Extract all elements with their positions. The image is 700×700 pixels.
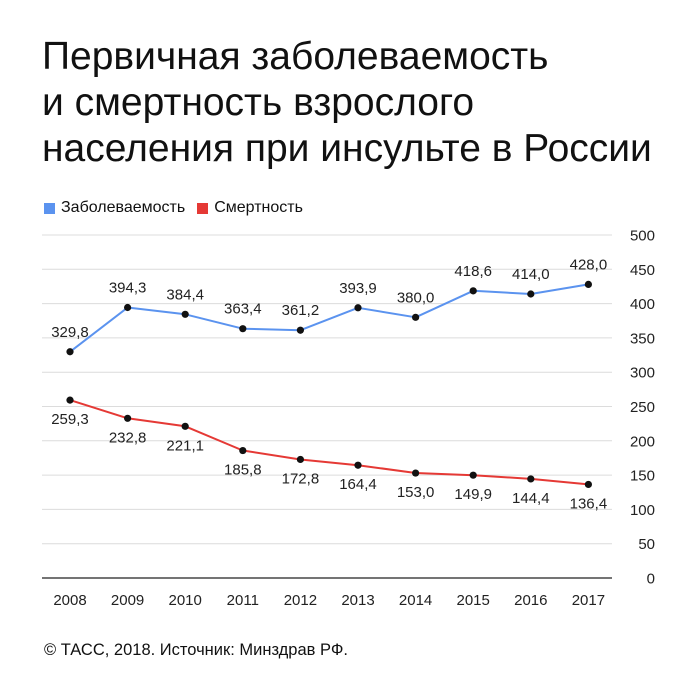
data-label: 428,0: [570, 256, 608, 273]
x-tick-label: 2015: [457, 592, 490, 609]
x-tick-label: 2011: [227, 592, 259, 609]
data-label: 394,3: [109, 280, 147, 297]
x-tick-label: 2017: [572, 592, 605, 609]
y-tick-label: 250: [630, 399, 655, 416]
data-point: [296, 455, 304, 464]
chart-title-line: Первичная заболеваемость: [42, 35, 549, 78]
data-label: 393,9: [339, 280, 377, 297]
series-lines: [69, 283, 590, 486]
data-label: 185,8: [224, 462, 262, 479]
data-label: 384,4: [166, 286, 204, 303]
data-point: [181, 422, 189, 430]
chart-legend: Заболеваемость Смертность: [44, 199, 315, 217]
y-tick-label: 450: [630, 262, 655, 279]
data-label: 414,0: [512, 266, 550, 283]
data-label: 361,2: [282, 302, 320, 319]
data-point: [527, 290, 535, 298]
legend-item-incidence: Заболеваемость: [44, 199, 185, 217]
chart-grid: [42, 234, 612, 579]
data-point: [66, 396, 74, 404]
data-label: 232,8: [109, 429, 147, 446]
x-tick-label: 2014: [399, 592, 432, 609]
data-point: [296, 326, 304, 334]
y-axis: 0 50 100 150 200 250 300 350 400 450 500: [630, 228, 655, 588]
y-tick-label: 100: [630, 502, 655, 519]
series-points: [66, 280, 593, 489]
legend-swatch-incidence: [44, 202, 55, 214]
x-tick-label: 2010: [169, 592, 202, 609]
mortality-line: [69, 399, 590, 486]
legend-label-incidence: Заболеваемость: [61, 199, 186, 216]
data-label: 149,9: [454, 486, 492, 503]
x-tick-label: 2008: [53, 592, 86, 609]
data-point: [239, 325, 247, 333]
data-labels: 329,8 394,3 384,4 363,4 361,2 393,9 380,0 418,6…: [51, 256, 607, 512]
x-axis: 2008 2009 2010 2011 2012 2013 2014 2015 2016 2017: [53, 592, 605, 609]
data-point: [66, 348, 74, 356]
y-tick-label: 50: [638, 536, 655, 553]
x-tick-label: 2013: [341, 592, 374, 609]
chart-title: Первичная заболеваемость и смертность вз…: [42, 34, 682, 172]
data-label: 153,0: [397, 484, 435, 501]
legend-swatch-mortality: [197, 202, 209, 214]
data-label: 144,4: [512, 490, 550, 507]
chart-title-line: населения при инсульте в России: [42, 127, 652, 170]
y-tick-label: 150: [630, 468, 655, 485]
data-label: 172,8: [282, 470, 320, 487]
data-point: [124, 303, 132, 312]
data-point: [354, 304, 362, 312]
data-point: [584, 480, 593, 489]
x-tick-label: 2012: [284, 592, 317, 609]
x-tick-label: 2016: [514, 592, 547, 609]
data-point: [239, 446, 247, 455]
data-point: [181, 310, 189, 318]
chart-title-line: и смертность взрослого: [42, 81, 475, 124]
y-tick-label: 200: [630, 433, 655, 450]
data-point: [584, 280, 593, 288]
data-label: 221,1: [166, 437, 204, 454]
data-point: [469, 287, 477, 295]
data-label: 363,4: [224, 301, 262, 318]
data-label: 136,4: [570, 495, 608, 512]
data-point: [124, 414, 132, 422]
y-tick-label: 300: [630, 365, 655, 382]
data-point: [469, 471, 477, 479]
legend-item-mortality: Смертность: [197, 199, 303, 217]
data-label: 418,6: [454, 263, 492, 280]
data-label: 380,0: [397, 289, 435, 306]
legend-label-mortality: Смертность: [214, 199, 303, 216]
data-label: 329,8: [51, 324, 89, 341]
x-tick-label: 2009: [111, 592, 144, 609]
data-point: [412, 313, 420, 321]
incidence-line: [69, 283, 590, 353]
y-tick-label: 500: [630, 228, 655, 245]
y-tick-label: 400: [630, 296, 655, 313]
data-point: [412, 469, 420, 477]
data-label: 164,4: [339, 476, 377, 493]
data-point: [354, 461, 362, 469]
data-point: [527, 475, 535, 483]
y-tick-label: 0: [647, 571, 655, 588]
data-label: 259,3: [51, 411, 89, 428]
y-tick-label: 350: [630, 330, 655, 347]
source-note: © ТАСС, 2018. Источник: Минздрав РФ.: [44, 641, 348, 659]
